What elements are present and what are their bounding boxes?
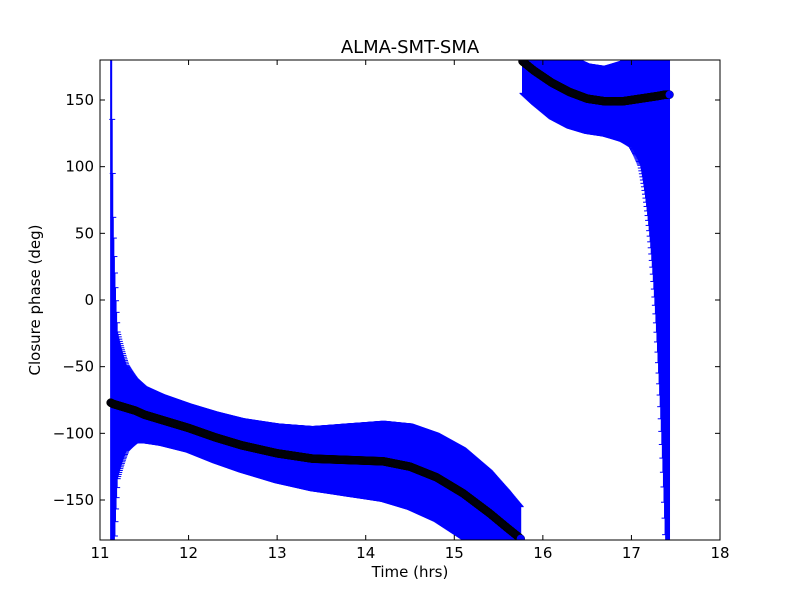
x-axis-label: Time (hrs) xyxy=(371,563,449,581)
x-tick-label: 11 xyxy=(90,544,109,562)
x-tick-label: 14 xyxy=(356,544,375,562)
x-tick-label: 13 xyxy=(268,544,287,562)
data-point-last xyxy=(665,90,674,99)
plot-marks xyxy=(106,60,674,540)
y-tick-label: 0 xyxy=(84,291,94,309)
y-tick-label: 50 xyxy=(75,224,94,242)
y-tick-label: −100 xyxy=(53,424,94,442)
x-tick-label: 12 xyxy=(179,544,198,562)
points-series-1 xyxy=(518,60,674,106)
y-tick-label: −50 xyxy=(62,358,94,376)
points-series-0 xyxy=(106,398,525,540)
x-tick-label: 16 xyxy=(533,544,552,562)
y-tick-label: 150 xyxy=(65,91,94,109)
y-tick-label: −150 xyxy=(53,491,94,509)
y-tick-label: 100 xyxy=(65,158,94,176)
chart-title: ALMA-SMT-SMA xyxy=(341,37,480,58)
ticks: 11 12 13 14 15 16 17 18 −150 −100 −50 0 50 100 150 xyxy=(53,60,730,562)
x-tick-label: 18 xyxy=(710,544,729,562)
data-point-last xyxy=(516,534,525,540)
x-tick-label: 15 xyxy=(445,544,464,562)
y-axis-label: Closure phase (deg) xyxy=(26,225,44,376)
x-tick-label: 17 xyxy=(622,544,641,562)
